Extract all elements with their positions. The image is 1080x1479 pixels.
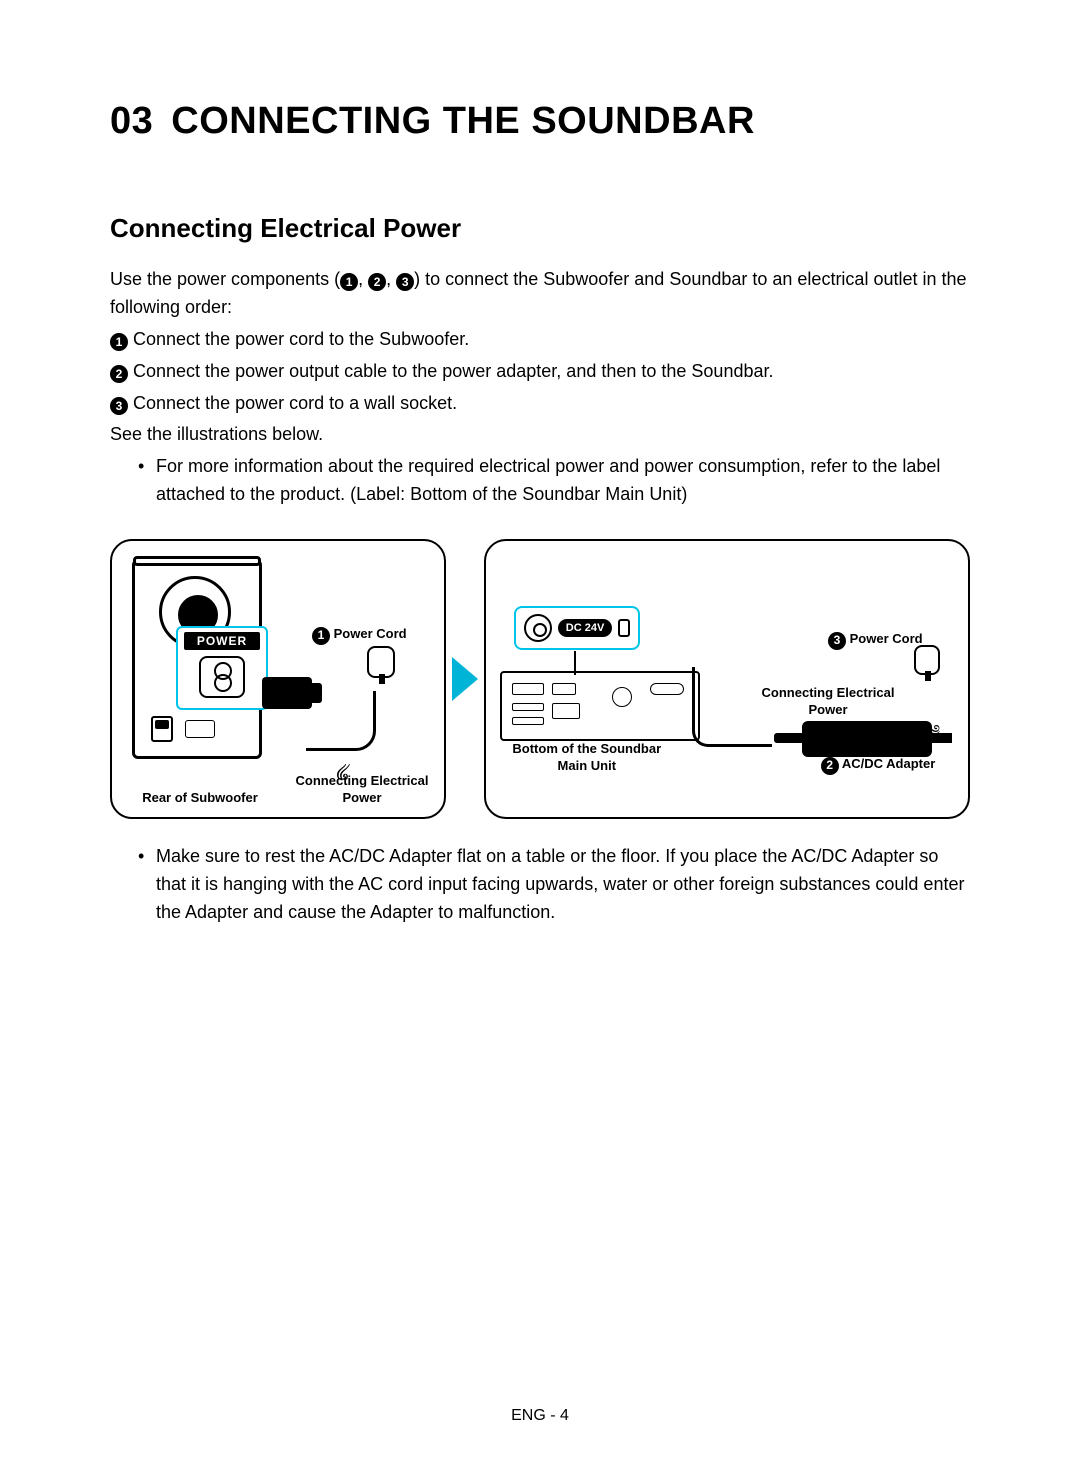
power-label: POWER (184, 632, 260, 650)
diagram-right-panel: DC 24V ༄ 3 Power Cord Connecting Electri… (484, 539, 970, 819)
soundbar-illustration (500, 671, 700, 741)
cable-break-icon: ༄ (925, 713, 940, 758)
power-socket-icon (199, 656, 245, 698)
cable-icon (306, 691, 376, 751)
dc-side-icon (618, 619, 630, 637)
adapter-illustration (802, 721, 932, 757)
chapter-title: 03 CONNECTING THE SOUNDBAR (110, 100, 970, 143)
step-3: 3 Connect the power cord to a wall socke… (110, 390, 970, 418)
bullet-list-bottom: Make sure to rest the AC/DC Adapter flat… (138, 843, 970, 927)
caption-connecting-power-1: Connecting Electrical Power (292, 773, 432, 807)
step-1: 1 Connect the power cord to the Subwoofe… (110, 326, 970, 354)
power-highlight-box: POWER (176, 626, 268, 710)
section-title: Connecting Electrical Power (110, 213, 970, 244)
circled-3-icon: 3 (396, 273, 414, 291)
chapter-number: 03 (110, 100, 153, 142)
step-2: 2 Connect the power output cable to the … (110, 358, 970, 386)
circled-1-icon: 1 (110, 333, 128, 351)
see-text: See the illustrations below. (110, 421, 970, 449)
bullet-2: Make sure to rest the AC/DC Adapter flat… (138, 843, 970, 927)
bullet-list-top: For more information about the required … (138, 453, 970, 509)
diagram-row: POWER ༄ 1 Power Cord Rear of Subwoofer C… (110, 539, 970, 819)
caption-power-cord-3: 3 Power Cord (828, 631, 958, 650)
dc-highlight-box: DC 24V (514, 606, 641, 650)
diagram-left-panel: POWER ༄ 1 Power Cord Rear of Subwoofer C… (110, 539, 446, 819)
caption-adapter: 2 AC/DC Adapter (798, 756, 958, 775)
caption-connecting-power-2: Connecting Electrical Power (758, 685, 898, 719)
circled-2-icon: 2 (368, 273, 386, 291)
caption-power-cord-1: 1 Power Cord (312, 626, 442, 645)
circled-1-icon: 1 (340, 273, 358, 291)
power-cord-plug-icon (367, 646, 395, 678)
arrow-right-icon (452, 657, 478, 701)
page-footer: ENG - 4 (0, 1407, 1080, 1425)
circled-3-icon: 3 (110, 397, 128, 415)
caption-rear-subwoofer: Rear of Subwoofer (130, 790, 270, 807)
caption-bottom-unit: Bottom of the Soundbar Main Unit (502, 741, 672, 775)
circled-2-icon: 2 (110, 365, 128, 383)
dc-jack-icon (524, 614, 552, 642)
dc-label: DC 24V (558, 619, 613, 637)
intro-text: Use the power components (1, 2, 3) to co… (110, 266, 970, 322)
chapter-title-text: CONNECTING THE SOUNDBAR (171, 100, 755, 142)
bullet-1: For more information about the required … (138, 453, 970, 509)
plug-icon (262, 677, 312, 709)
